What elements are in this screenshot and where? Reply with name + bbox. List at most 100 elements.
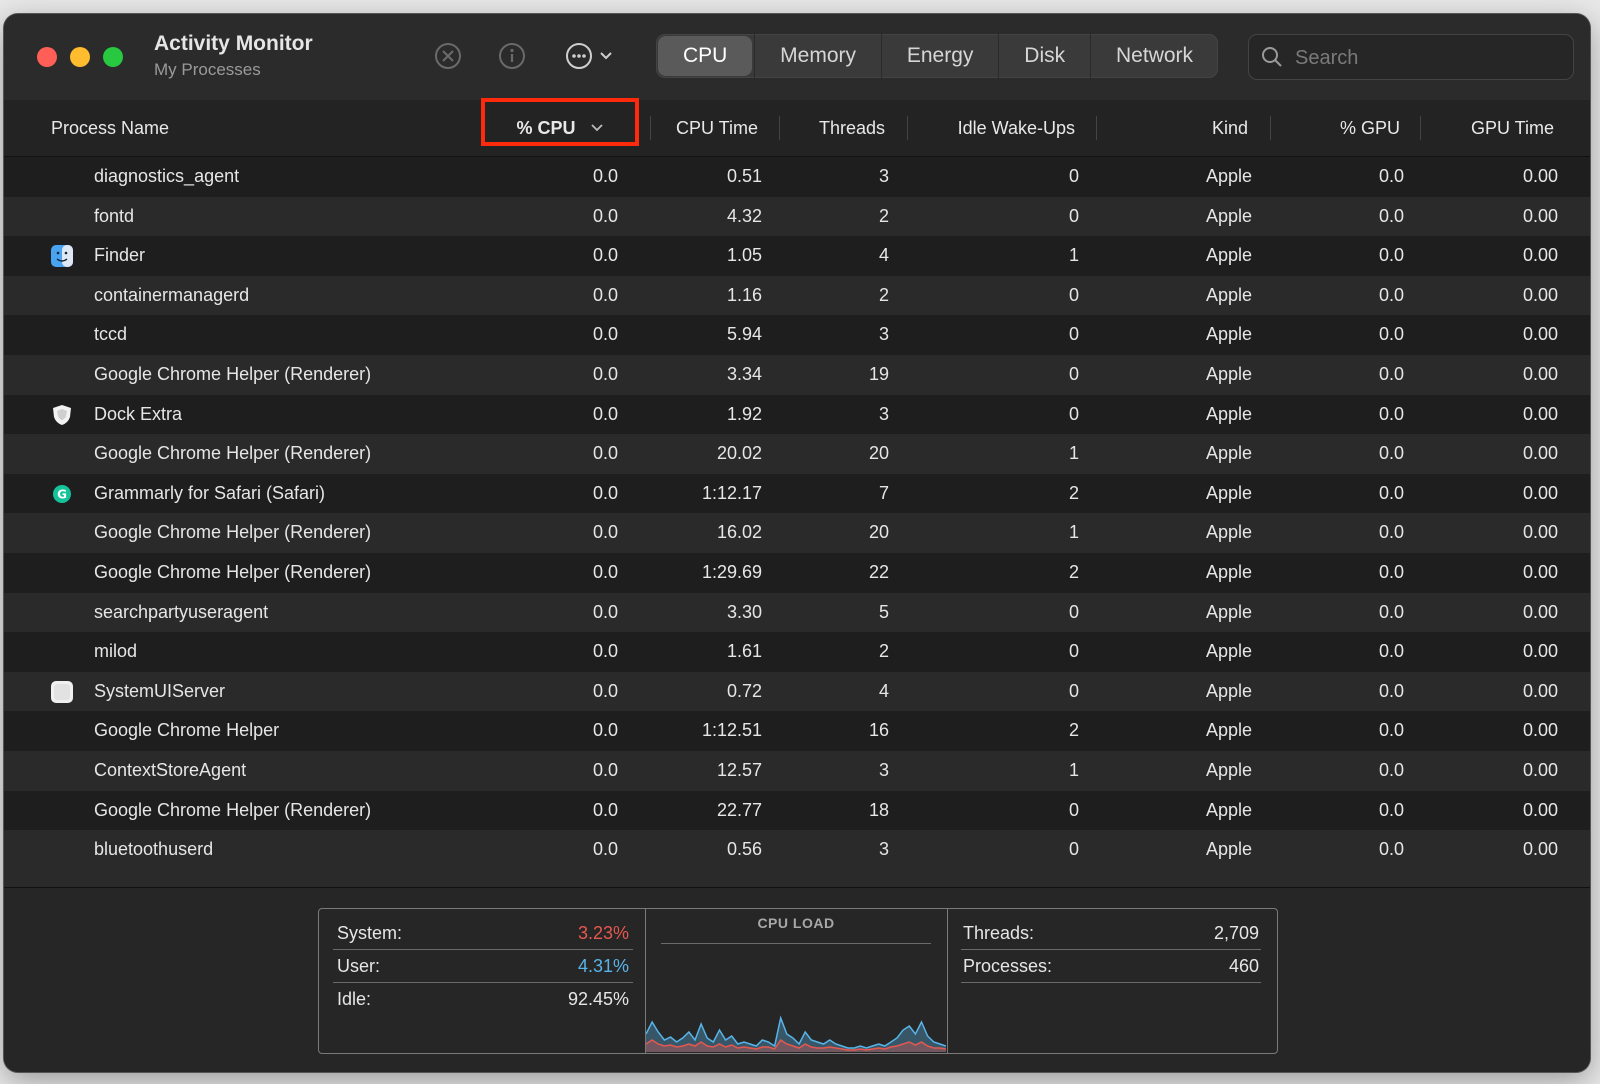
process-name-cell: diagnostics_agent [94, 166, 240, 186]
cpu-cell: 0.0 [592, 284, 618, 305]
threads-cell: 16 [868, 720, 889, 741]
table-row[interactable]: SystemUIServer 0.0 0.72 4 0 Apple 0.0 0.00 [4, 671, 1590, 712]
tab-cpu[interactable]: CPU [658, 36, 753, 76]
table-row[interactable]: Google Chrome Helper (Renderer) 0.0 16.02 2… [4, 513, 1590, 553]
table-row[interactable]: Google Chrome Helper (Renderer) 0.0 1:29.6… [4, 553, 1590, 593]
process-name-cell: Google Chrome Helper [94, 720, 280, 741]
kind-cell: Apple [1205, 680, 1252, 701]
column-header-kind[interactable]: Kind [1211, 117, 1248, 138]
table-row[interactable]: tccd 0.0 5.94 3 0 Apple 0.0 0.00 [4, 315, 1590, 355]
table-row[interactable]: fontd 0.0 4.32 2 0 Apple 0.0 0.00 [4, 196, 1590, 237]
column-header-cpu-time[interactable]: CPU Time [675, 117, 758, 138]
gpu-time-cell: 0.00 [1522, 760, 1558, 780]
user-load-line [646, 1015, 946, 1049]
threads-cell: 2 [878, 284, 889, 305]
gpu-cell: 0.0 [1378, 166, 1404, 186]
threads-cell: 5 [878, 601, 889, 622]
column-header-gpu[interactable]: % GPU [1339, 117, 1400, 138]
threads-cell: 2 [878, 205, 889, 226]
cpu-cell: 0.0 [592, 403, 618, 424]
gpu-cell: 0.0 [1378, 799, 1404, 820]
cpu-time-cell: 5.94 [726, 324, 762, 345]
kind-cell: Apple [1205, 166, 1252, 186]
process-name-cell: Google Chrome Helper (Renderer) [94, 443, 372, 464]
table-row[interactable]: Dock Extra 0.0 1.92 3 0 Apple 0.0 0.00 [4, 394, 1590, 435]
process-name-cell: SystemUIServer [94, 680, 226, 701]
process-name-cell: Dock Extra [94, 403, 183, 424]
processes-label: Processes: [963, 956, 1053, 976]
threads-cell: 3 [878, 166, 889, 186]
tab-memory[interactable]: Memory [754, 34, 881, 78]
gpu-time-cell: 0.00 [1522, 166, 1558, 186]
column-header-threads[interactable]: Threads [818, 117, 885, 138]
process-name-cell: tccd [94, 324, 128, 345]
info-button[interactable] [496, 40, 528, 72]
gpu-time-cell: 0.00 [1522, 482, 1558, 503]
column-header-process-name[interactable]: Process Name [51, 117, 170, 138]
column-header-gpu-time[interactable]: GPU Time [1470, 117, 1554, 138]
finder-icon [50, 244, 74, 268]
cpu-summary: System: 3.23% User: 4.31% Idle: 92.45% C… [318, 908, 1278, 1054]
table-row[interactable]: diagnostics_agent 0.0 0.51 3 0 Apple 0.0 0.00 [4, 157, 1590, 197]
idle-cell: 2 [1068, 482, 1079, 503]
column-header-idle-wake-ups[interactable]: Idle Wake-Ups [957, 117, 1075, 138]
gpu-time-cell: 0.00 [1522, 522, 1558, 543]
table-row[interactable]: Google Chrome Helper (Renderer) 0.0 20.02 2… [4, 434, 1590, 474]
threads-cell: 4 [878, 245, 889, 266]
stop-process-icon [435, 43, 461, 69]
gpu-time-cell: 0.00 [1522, 641, 1558, 662]
table-row[interactable]: Google Chrome Helper (Renderer) 0.0 22.77 1… [4, 790, 1590, 831]
gpu-cell: 0.0 [1378, 680, 1404, 701]
kind-cell: Apple [1205, 522, 1252, 543]
process-count-stats: Threads: 2,709 Processes: 460 [947, 909, 1277, 1053]
close-window-button[interactable] [37, 47, 57, 67]
idle-cell: 1 [1068, 443, 1079, 464]
table-row[interactable]: searchpartyuseragent 0.0 3.30 5 0 Apple 0.0 0.0… [4, 592, 1590, 633]
gpu-time-cell: 0.00 [1522, 403, 1558, 424]
tab-energy[interactable]: Energy [880, 34, 998, 78]
sorted-column-highlight [481, 98, 639, 146]
more-actions-button[interactable] [564, 40, 624, 72]
process-name-cell: containermanagerd [94, 284, 250, 305]
footer-panel: System: 3.23% User: 4.31% Idle: 92.45% C… [4, 887, 1590, 1072]
search-field [1248, 34, 1574, 80]
minimize-window-button[interactable] [70, 47, 90, 67]
zoom-window-button[interactable] [103, 47, 123, 67]
cpu-cell: 0.0 [592, 324, 618, 345]
chevron-down-icon [590, 124, 603, 132]
gpu-time-cell: 0.00 [1522, 284, 1558, 305]
tab-network[interactable]: Network [1090, 34, 1218, 78]
cpu-cell: 0.0 [592, 166, 618, 186]
cpu-time-cell: 1:29.69 [701, 562, 762, 582]
stop-process-button[interactable] [432, 40, 464, 72]
column-separator [907, 116, 908, 140]
table-row[interactable] [4, 869, 1590, 887]
gpu-cell: 0.0 [1378, 720, 1404, 741]
cpu-load-title: CPU LOAD [757, 915, 835, 931]
table-row[interactable]: Google Chrome Helper 0.0 1:12.51 16 2 Apple 0.… [4, 711, 1590, 751]
cpu-time-cell: 12.57 [716, 760, 762, 780]
table-row[interactable]: milod 0.0 1.61 2 0 Apple 0.0 0.00 [4, 632, 1590, 672]
user-load-area [646, 1018, 946, 1052]
kind-cell: Apple [1205, 403, 1252, 424]
kind-cell: Apple [1205, 324, 1252, 345]
gpu-time-cell: 0.00 [1522, 680, 1558, 701]
gpu-time-cell: 0.00 [1522, 245, 1558, 266]
table-row[interactable]: Finder 0.0 1.05 4 1 Apple 0.0 0.00 [4, 236, 1590, 276]
table-row[interactable]: bluetoothuserd 0.0 0.56 3 0 Apple 0.0 0.00 [4, 830, 1590, 870]
table-row[interactable]: Google Chrome Helper (Renderer) 0.0 3.34 19… [4, 355, 1590, 395]
table-row[interactable]: ContextStoreAgent 0.0 12.57 3 1 Apple 0.0 0.00 [4, 751, 1590, 791]
search-input[interactable] [1293, 41, 1557, 75]
cpu-time-cell: 3.34 [726, 364, 762, 384]
column-header-cpu[interactable]: % CPU [481, 100, 639, 156]
table-row[interactable]: G Grammarly for Safari (Safari) 0.0 1:12.17… [4, 473, 1590, 514]
gpu-time-cell: 0.00 [1522, 601, 1558, 622]
tab-disk[interactable]: Disk [998, 34, 1090, 78]
cpu-cell: 0.0 [592, 522, 618, 543]
column-separator [779, 116, 780, 140]
cpu-cell: 0.0 [592, 443, 618, 464]
user-label: User: [337, 956, 381, 976]
table-row[interactable]: containermanagerd 0.0 1.16 2 0 Apple 0.0 0.00 [4, 275, 1590, 316]
divider [333, 949, 633, 950]
process-name-cell: bluetoothuserd [94, 839, 214, 860]
